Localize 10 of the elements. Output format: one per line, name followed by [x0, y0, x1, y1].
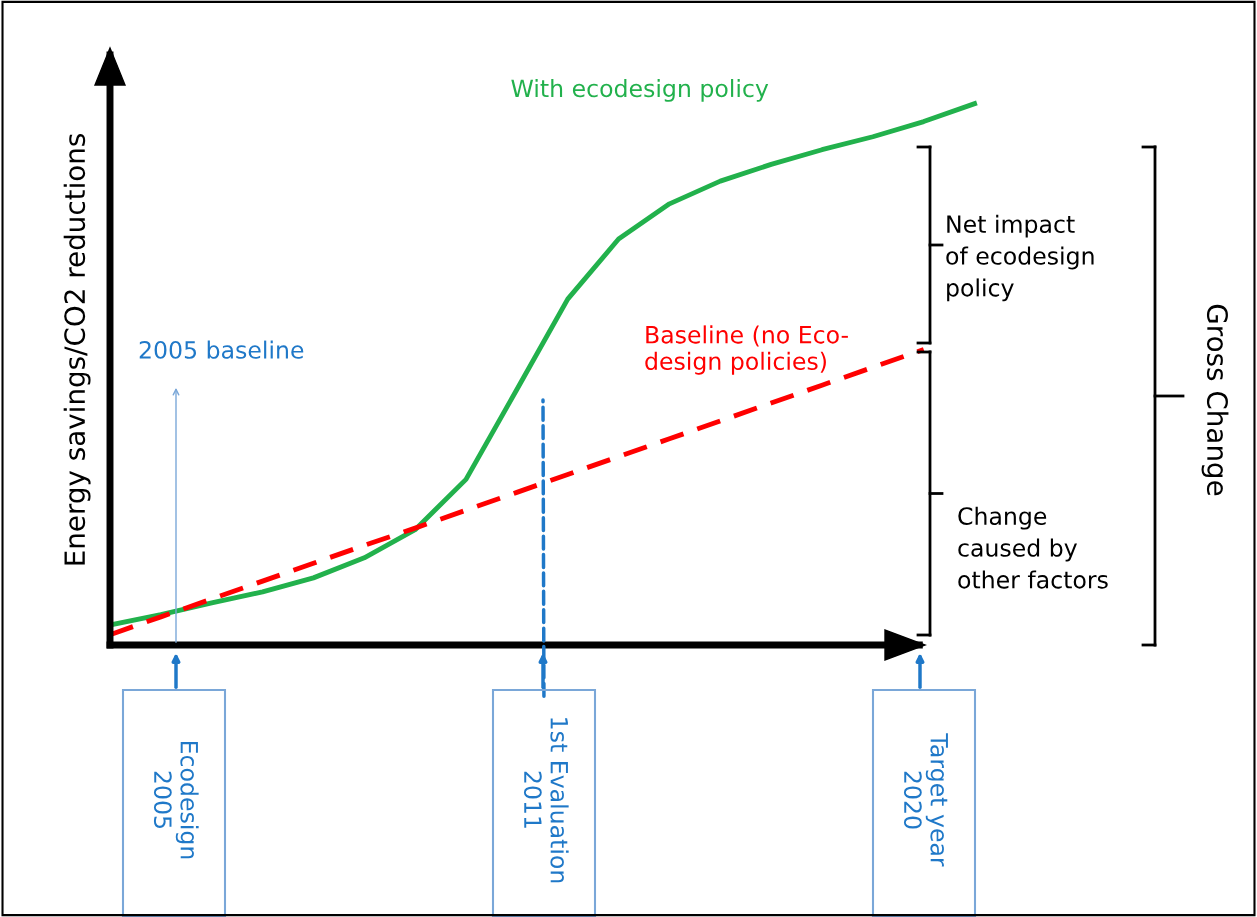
text: Target year 2020	[903, 733, 948, 867]
annotation: Change caused by other factors	[958, 506, 1108, 589]
text: Ecodesign 2005	[153, 741, 199, 859]
text: Gross Change	[1201, 304, 1229, 496]
annotation: 2005 baseline	[139, 340, 304, 359]
text: 1st Evaluation 2011	[523, 718, 569, 883]
y-axis-title: Energy savings/CO2 reductions	[63, 134, 91, 565]
series-label: Baseline (no Eco-design policies)	[645, 325, 848, 375]
annotation: Net impact of ecodesign policy	[946, 214, 1094, 302]
text: With ecodesign policy	[511, 78, 769, 102]
